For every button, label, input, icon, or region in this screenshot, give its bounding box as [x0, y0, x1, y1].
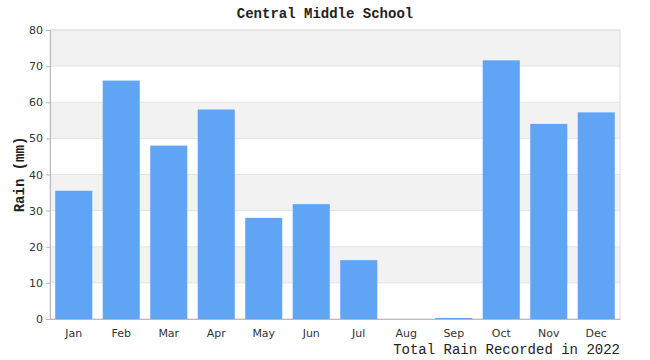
y-tick-mark	[46, 283, 50, 284]
x-tick-label: Aug	[396, 327, 417, 340]
y-tick-label: 0	[36, 313, 43, 326]
y-tick-mark	[46, 247, 50, 248]
x-tick: Jan	[64, 327, 82, 340]
y-tick-label: 60	[29, 96, 43, 109]
x-tick: Aug	[396, 327, 417, 340]
x-tick: Feb	[112, 327, 131, 340]
bar	[293, 204, 330, 319]
y-tick: 30	[29, 205, 50, 218]
x-axis-title: Total Rain Recorded in 2022	[393, 342, 620, 358]
x-tick-label: May	[252, 327, 275, 340]
x-tick: Sep	[443, 327, 464, 340]
bar	[483, 60, 520, 319]
y-tick-label: 80	[29, 24, 43, 37]
y-axis: 0 10 20 30 40 50 60 70 80	[29, 24, 51, 326]
x-axis: Jan Feb Mar Apr May Jun Jul Aug Sep Oct Nov Dec	[51, 320, 621, 340]
x-tick: Mar	[158, 327, 179, 340]
x-tick: Oct	[492, 327, 512, 340]
plot-frame	[50, 30, 620, 319]
y-tick: 60	[29, 96, 50, 109]
grid-band	[50, 30, 620, 66]
x-tick: Jun	[302, 327, 320, 340]
y-tick-mark	[46, 66, 50, 67]
y-tick: 0	[36, 313, 50, 326]
y-tick-label: 40	[29, 169, 43, 182]
y-tick: 50	[29, 132, 50, 145]
bar	[578, 112, 615, 319]
y-tick-mark	[46, 102, 50, 103]
y-tick-label: 20	[29, 241, 43, 254]
x-tick: May	[252, 327, 275, 340]
bar	[103, 81, 140, 319]
y-axis-title: Rain (mm)	[12, 137, 28, 213]
y-tick-mark	[46, 319, 50, 320]
bar	[435, 318, 472, 319]
plot: 0 10 20 30 40 50 60 70 80 Jan Feb Mar Apr May Jun Jul Au…	[29, 24, 621, 340]
x-axis-line	[51, 319, 621, 320]
title: Central Middle School	[237, 6, 413, 22]
y-tick-label: 70	[29, 60, 43, 73]
bar	[198, 109, 235, 319]
bar	[388, 319, 425, 320]
chart: 0 10 20 30 40 50 60 70 80 Jan Feb Mar Apr May Jun Jul Au…	[0, 0, 650, 360]
y-tick: 40	[29, 169, 50, 182]
y-tick-mark	[46, 30, 50, 31]
x-tick-label: Nov	[538, 327, 560, 340]
x-tick-label: Oct	[492, 327, 512, 340]
bar	[530, 124, 567, 319]
x-tick-label: Feb	[112, 327, 131, 340]
bar	[55, 191, 92, 319]
grid	[50, 30, 620, 319]
x-tick-label: Jan	[64, 327, 82, 340]
grid-line	[50, 66, 620, 67]
x-tick-label: Sep	[443, 327, 464, 340]
y-tick: 70	[29, 60, 50, 73]
y-tick: 80	[29, 24, 50, 37]
y-tick: 20	[29, 241, 50, 254]
bar	[245, 218, 282, 319]
x-tick: Nov	[538, 327, 560, 340]
x-tick: Jul	[351, 327, 365, 340]
x-tick-label: Apr	[207, 327, 227, 340]
y-axis-line	[46, 31, 51, 320]
x-tick-label: Jun	[302, 327, 320, 340]
y-tick-mark	[46, 175, 50, 176]
x-tick-label: Dec	[586, 327, 607, 340]
y-tick: 10	[29, 277, 50, 290]
x-tick: Apr	[207, 327, 227, 340]
x-tick: Dec	[586, 327, 607, 340]
bar	[340, 260, 377, 319]
grid-bands	[50, 30, 620, 319]
x-tick-label: Mar	[158, 327, 179, 340]
y-tick-label: 30	[29, 205, 43, 218]
bars	[55, 60, 615, 319]
x-tick-label: Jul	[351, 327, 365, 340]
y-tick-label: 10	[29, 277, 43, 290]
bar	[150, 146, 187, 319]
y-tick-mark	[46, 211, 50, 212]
y-tick-label: 50	[29, 132, 43, 145]
y-tick-mark	[46, 138, 50, 139]
